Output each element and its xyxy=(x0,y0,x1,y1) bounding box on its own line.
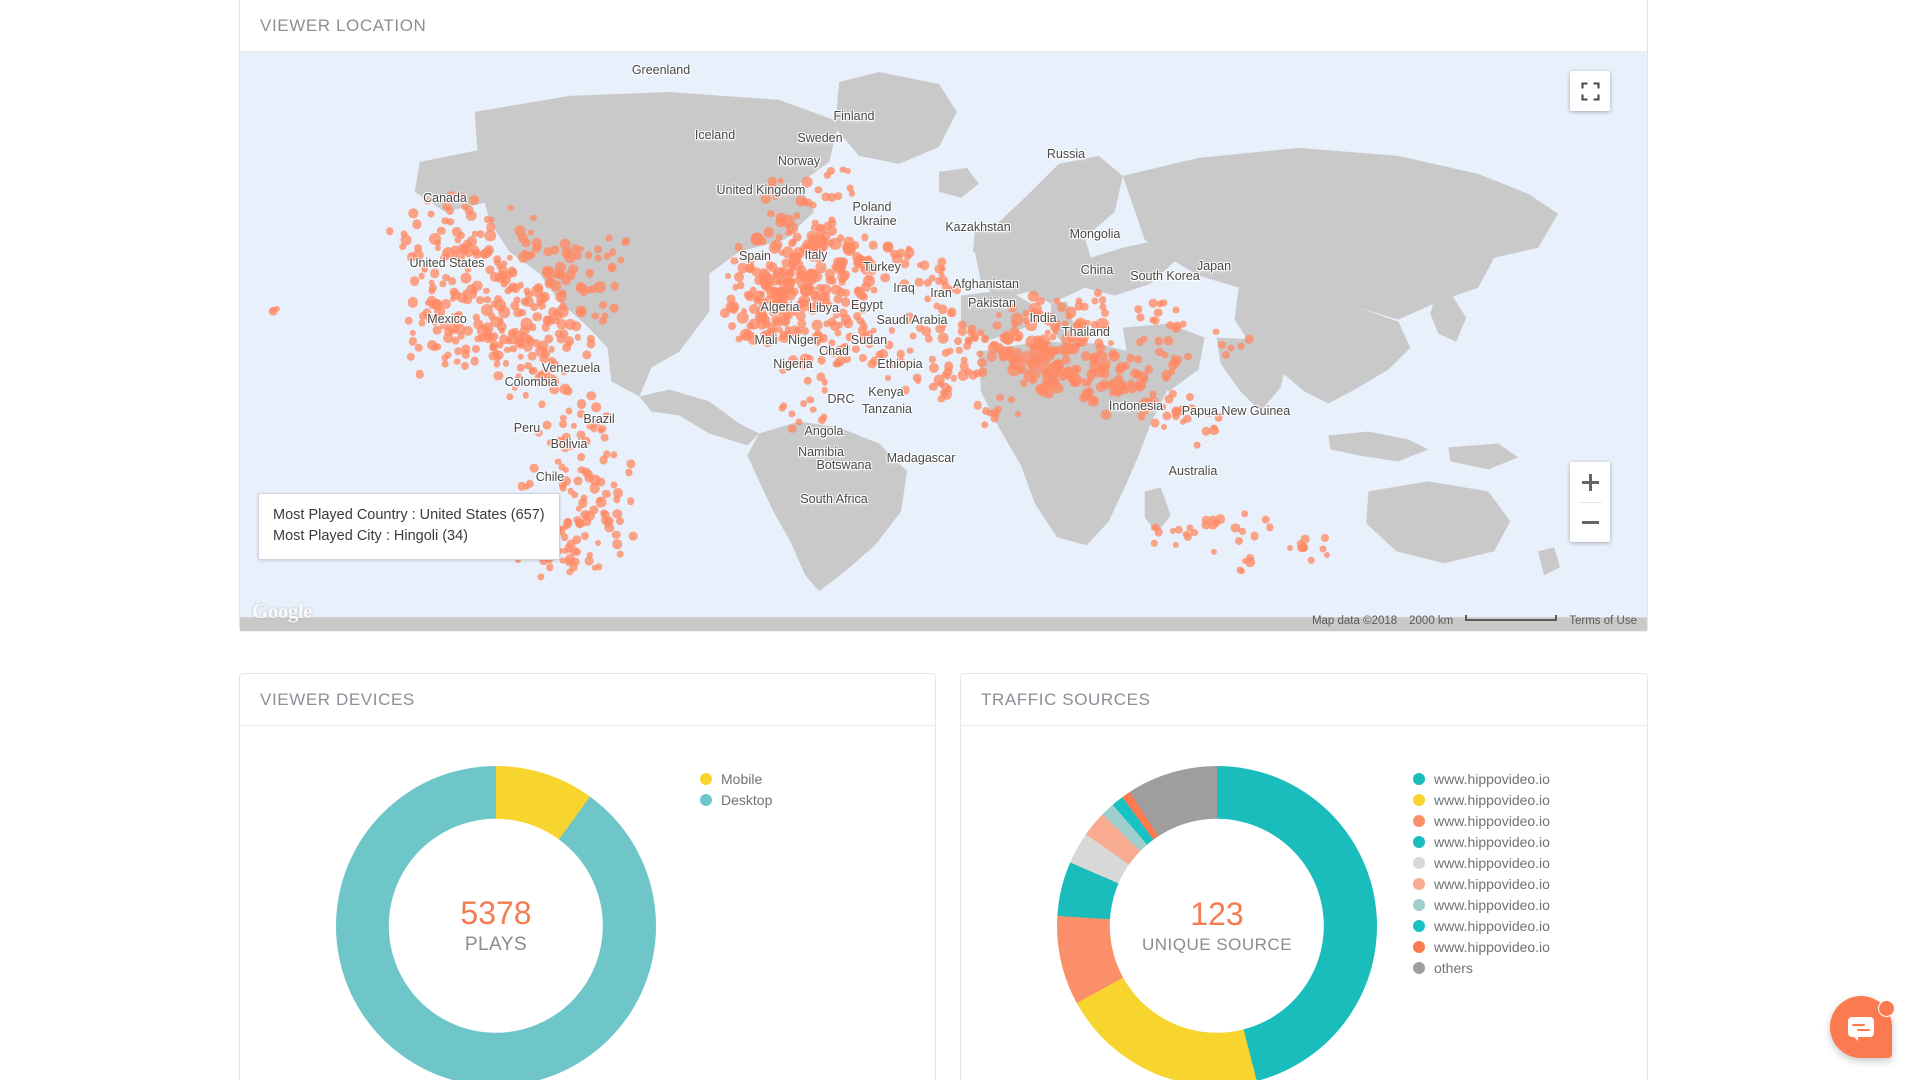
zoom-out-button[interactable] xyxy=(1570,502,1610,542)
legend-swatch xyxy=(1413,898,1425,911)
traffic-sources-header: TRAFFIC SOURCES xyxy=(961,674,1647,726)
legend-item[interactable]: Desktop xyxy=(700,789,772,810)
legend-item[interactable]: www.hippovideo.io xyxy=(1413,852,1550,873)
legend-item[interactable]: www.hippovideo.io xyxy=(1413,894,1550,915)
legend-label: www.hippovideo.io xyxy=(1434,854,1550,871)
viewer-location-panel: VIEWER LOCATION xyxy=(239,0,1648,632)
legend-swatch xyxy=(1413,919,1425,932)
legend-swatch xyxy=(1413,877,1425,890)
legend-label: www.hippovideo.io xyxy=(1434,938,1550,955)
terms-of-use-link[interactable]: Terms of Use xyxy=(1569,615,1637,627)
unique-source-label: UNIQUE SOURCE xyxy=(1141,935,1293,955)
legend-swatch xyxy=(1413,793,1425,806)
traffic-sources-panel: TRAFFIC SOURCES 123 UNIQUE SOURCE www.hi… xyxy=(960,673,1648,1080)
legend-label: www.hippovideo.io xyxy=(1434,770,1550,787)
map-attribution: Map data ©2018 2000 km Terms of Use xyxy=(1312,615,1637,627)
viewer-devices-donut[interactable]: 5378 PLAYS xyxy=(336,766,656,1080)
map-data-credit: Map data ©2018 xyxy=(1311,615,1398,627)
page-title: VIEWER LOCATION xyxy=(260,15,427,35)
map-scale-label: 2000 km xyxy=(1409,615,1454,627)
plus-icon-vertical xyxy=(1588,473,1592,491)
legend-item[interactable]: Mobile xyxy=(700,768,772,789)
legend-label: www.hippovideo.io xyxy=(1434,812,1550,829)
legend-swatch xyxy=(1413,856,1425,869)
map-scale-bar xyxy=(1465,615,1558,621)
legend-swatch xyxy=(700,772,712,785)
chat-line-2 xyxy=(1857,1028,1870,1031)
most-played-city: Most Played City : Hingoli (34) xyxy=(273,528,469,544)
legend-label: others xyxy=(1434,959,1473,976)
traffic-sources-donut[interactable]: 123 UNIQUE SOURCE xyxy=(1057,766,1377,1080)
chat-line-1 xyxy=(1852,1023,1865,1026)
legend-label: www.hippovideo.io xyxy=(1434,833,1550,850)
most-played-info-box: Most Played Country : United States (657… xyxy=(258,493,560,560)
legend-swatch xyxy=(1413,940,1425,953)
traffic-sources-body: 123 UNIQUE SOURCE www.hippovideo.io www.h… xyxy=(961,726,1647,1080)
legend-label: Desktop xyxy=(721,791,773,808)
legend-swatch xyxy=(1413,961,1425,974)
legend-item[interactable]: www.hippovideo.io xyxy=(1413,873,1550,894)
legend-swatch xyxy=(1413,772,1425,785)
unique-source-count: 123 xyxy=(1190,895,1244,932)
google-logo: Google xyxy=(252,599,313,623)
map-canvas[interactable]: Greenland Iceland Canada Finland Sweden Norwa… xyxy=(240,52,1647,632)
chat-badge xyxy=(1878,1000,1895,1017)
legend-label: www.hippovideo.io xyxy=(1434,917,1550,934)
fullscreen-icon xyxy=(1580,81,1600,101)
legend-item[interactable]: www.hippovideo.io xyxy=(1413,915,1550,936)
legend-item[interactable]: www.hippovideo.io xyxy=(1413,831,1550,852)
most-played-country: Most Played Country : United States (657… xyxy=(273,507,545,523)
legend-item[interactable]: www.hippovideo.io xyxy=(1413,810,1550,831)
viewer-location-header: VIEWER LOCATION xyxy=(240,0,1647,52)
traffic-sources-title: TRAFFIC SOURCES xyxy=(981,689,1151,709)
legend-item[interactable]: www.hippovideo.io xyxy=(1413,768,1550,789)
chat-bubble-icon xyxy=(1848,1017,1874,1041)
legend-swatch xyxy=(1413,814,1425,827)
plays-label: PLAYS xyxy=(464,934,528,956)
legend-item[interactable]: www.hippovideo.io xyxy=(1413,936,1550,957)
legend-label: www.hippovideo.io xyxy=(1434,791,1550,808)
zoom-in-button[interactable] xyxy=(1570,462,1610,502)
chat-widget[interactable] xyxy=(1830,996,1895,1058)
zoom-controls xyxy=(1570,462,1610,542)
legend-label: www.hippovideo.io xyxy=(1434,875,1550,892)
viewer-devices-legend: Mobile Desktop xyxy=(700,768,772,810)
traffic-sources-legend: www.hippovideo.io www.hippovideo.io www.hi… xyxy=(1413,768,1550,978)
legend-item[interactable]: others xyxy=(1413,957,1550,978)
legend-label: www.hippovideo.io xyxy=(1434,896,1550,913)
minus-icon xyxy=(1581,520,1599,524)
viewer-devices-title: VIEWER DEVICES xyxy=(260,689,415,709)
plays-count: 5378 xyxy=(460,894,532,931)
viewer-devices-header: VIEWER DEVICES xyxy=(240,674,935,726)
donut-center: 123 UNIQUE SOURCE xyxy=(1109,818,1325,1034)
legend-swatch xyxy=(1413,835,1425,848)
legend-swatch xyxy=(700,793,712,806)
viewer-devices-body: 5378 PLAYS Mobile Desktop xyxy=(240,726,935,1080)
viewer-devices-panel: VIEWER DEVICES 5378 PLAYS Mobile Desktop xyxy=(239,673,936,1080)
map-viewport[interactable]: Greenland Iceland Canada Finland Sweden Norwa… xyxy=(240,52,1647,632)
fullscreen-button[interactable] xyxy=(1570,71,1610,111)
legend-label: Mobile xyxy=(721,770,763,787)
legend-item[interactable]: www.hippovideo.io xyxy=(1413,789,1550,810)
donut-center: 5378 PLAYS xyxy=(388,818,604,1034)
